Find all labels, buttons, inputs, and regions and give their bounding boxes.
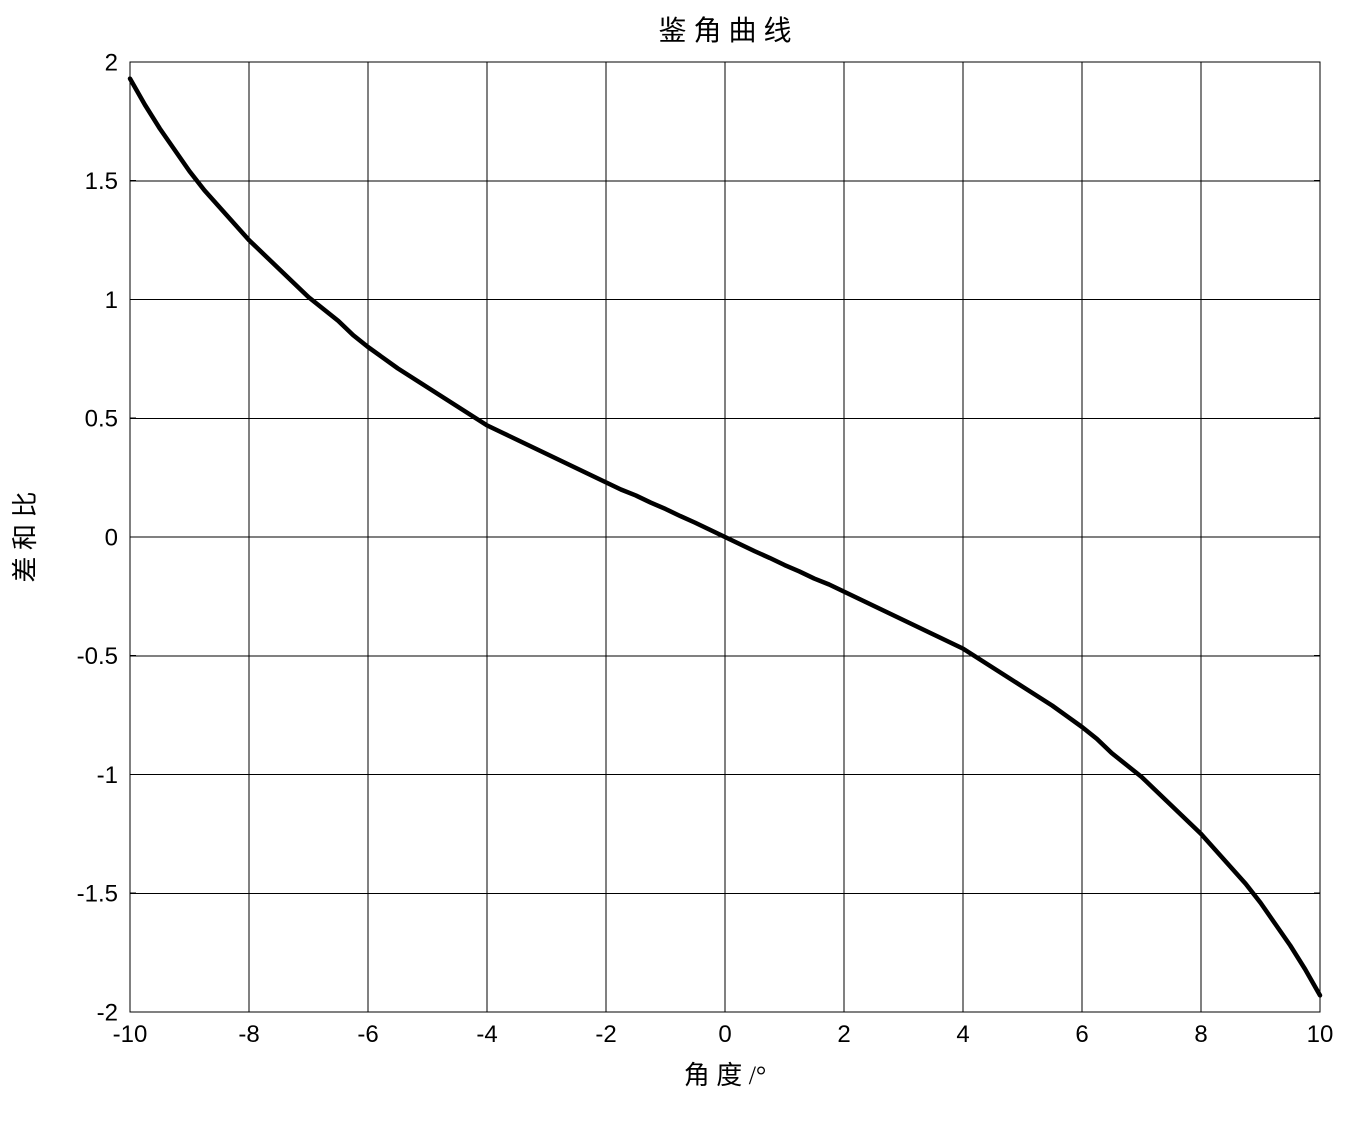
y-tick-label: -0.5: [77, 643, 118, 670]
x-tick-label: 6: [1075, 1021, 1088, 1048]
chart-title: 鉴 角 曲 线: [658, 15, 791, 47]
line-chart: -10-8-6-4-20246810-2-1.5-1-0.500.511.52鉴…: [0, 0, 1366, 1124]
x-tick-label: -2: [595, 1021, 616, 1048]
x-tick-label: 0: [718, 1021, 731, 1048]
x-tick-label: -8: [238, 1021, 259, 1048]
x-axis-label: 角 度 /°: [684, 1061, 767, 1090]
x-tick-label: 10: [1307, 1021, 1334, 1048]
y-tick-label: -2: [97, 999, 118, 1026]
y-tick-label: 1: [105, 287, 118, 314]
x-tick-label: -4: [476, 1021, 497, 1048]
x-tick-label: 8: [1194, 1021, 1207, 1048]
y-tick-label: 0.5: [85, 406, 118, 433]
y-tick-label: -1.5: [77, 881, 118, 908]
y-axis-label: 差 和 比: [11, 491, 40, 582]
y-tick-label: 1.5: [85, 168, 118, 195]
x-tick-label: 4: [956, 1021, 969, 1048]
x-tick-label: -6: [357, 1021, 378, 1048]
y-tick-label: 0: [105, 524, 118, 551]
y-tick-label: -1: [97, 762, 118, 789]
y-tick-label: 2: [105, 49, 118, 76]
chart-container: -10-8-6-4-20246810-2-1.5-1-0.500.511.52鉴…: [0, 0, 1366, 1124]
x-tick-label: 2: [837, 1021, 850, 1048]
